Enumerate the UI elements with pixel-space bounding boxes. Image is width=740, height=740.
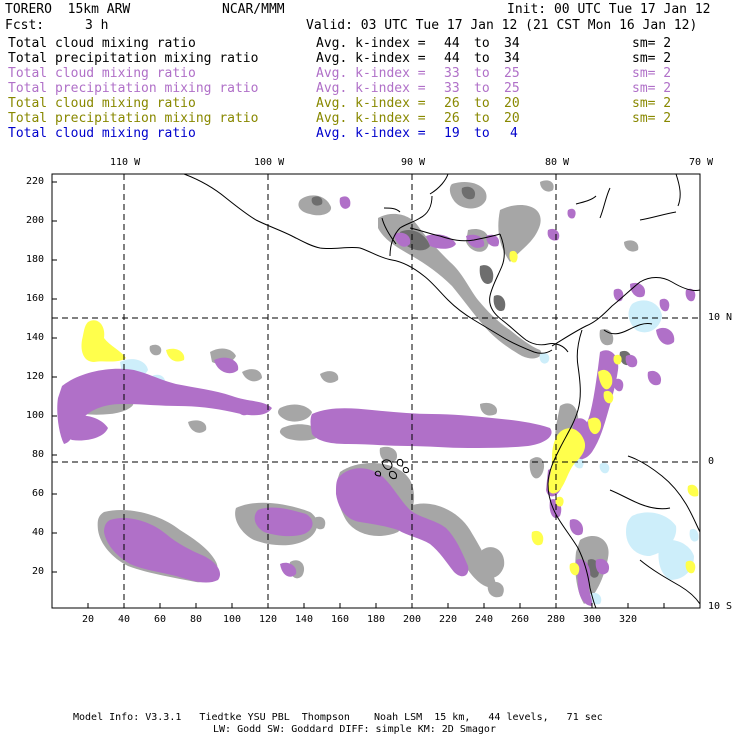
cloud-light-blue-areas [120, 300, 699, 605]
legend-index-label: Avg. k-index = [316, 126, 426, 141]
cloud-yellow-areas [81, 250, 699, 576]
x-tick-label: 300 [583, 614, 602, 625]
init-time: Init: 00 UTC Tue 17 Jan 12 [507, 2, 711, 17]
legend-k-from: 44 [444, 51, 460, 66]
legend-k-from: 26 [444, 111, 460, 126]
legend-smoothing: sm= 2 [632, 66, 672, 81]
legend-k-to: 20 [504, 96, 520, 111]
legend-to: to [474, 111, 490, 126]
y-tick-label: 120 [26, 371, 45, 382]
y-tick-label: 180 [26, 254, 45, 265]
legend-k-to: 25 [504, 66, 520, 81]
legend-to: to [474, 66, 490, 81]
x-tick-label: 100 [223, 614, 242, 625]
x-tick-label: 140 [295, 614, 314, 625]
x-tick-label: 60 [154, 614, 167, 625]
legend-smoothing: sm= 2 [632, 96, 672, 111]
y-tick-label: 20 [32, 566, 45, 577]
legend-to: to [474, 81, 490, 96]
legend-field: Total cloud mixing ratio [8, 66, 196, 81]
y-tick-label: 80 [32, 449, 45, 460]
y-tick-label: 160 [26, 293, 45, 304]
legend-index-label: Avg. k-index = [316, 51, 426, 66]
x-tick-label: 180 [367, 614, 386, 625]
x-tick-label: 40 [118, 614, 131, 625]
legend-smoothing: sm= 2 [632, 51, 672, 66]
legend-k-from: 33 [444, 66, 460, 81]
legend-smoothing: sm= 2 [632, 111, 672, 126]
y-tick-label: 60 [32, 488, 45, 499]
lat-label: 10 S [708, 601, 733, 612]
x-tick-label: 220 [439, 614, 458, 625]
valid-time: Valid: 03 UTC Tue 17 Jan 12 (21 CST Mon … [306, 18, 698, 33]
legend-to: to [474, 126, 490, 141]
physics-info-line: LW: Godd SW: Goddard DIFF: simple KM: 2D… [213, 724, 496, 735]
y-tick-label: 140 [26, 332, 45, 343]
cloud-purple-areas [57, 196, 696, 606]
lon-label: 80 W [545, 157, 570, 168]
legend-to: to [474, 96, 490, 111]
legend-k-from: 19 [444, 126, 460, 141]
x-tick-label: 200 [403, 614, 422, 625]
legend-field: Total cloud mixing ratio [8, 36, 196, 51]
legend-index-label: Avg. k-index = [316, 36, 426, 51]
legend-k-to: 25 [504, 81, 520, 96]
legend-k-to: 34 [504, 51, 520, 66]
lon-label: 90 W [401, 157, 426, 168]
legend-k-to: 4 [510, 126, 518, 141]
legend-field: Total precipitation mixing ratio [8, 51, 259, 66]
coastlines [183, 174, 700, 608]
legend-field: Total precipitation mixing ratio [8, 81, 259, 96]
legend-index-label: Avg. k-index = [316, 81, 426, 96]
legend-k-from: 26 [444, 96, 460, 111]
lon-label: 70 W [689, 157, 714, 168]
legend-k-to: 20 [504, 111, 520, 126]
lat-label: 10 N [708, 312, 733, 323]
x-tick-label: 20 [82, 614, 95, 625]
galapagos-islands [374, 459, 410, 479]
legend-field: Total cloud mixing ratio [8, 126, 196, 141]
x-tick-label: 240 [475, 614, 494, 625]
model-info-line: Model Info: V3.3.1 Tiedtke YSU PBL Thomp… [73, 712, 603, 723]
x-tick-label: 160 [331, 614, 350, 625]
legend-index-label: Avg. k-index = [316, 66, 426, 81]
legend-to: to [474, 51, 490, 66]
x-tick-label: 320 [619, 614, 638, 625]
legend-k-to: 34 [504, 36, 520, 51]
forecast-label: Fcst: [5, 18, 45, 33]
y-tick-label: 40 [32, 527, 45, 538]
model-name: TORERO 15km ARW [5, 2, 131, 17]
legend-field: Total precipitation mixing ratio [8, 111, 259, 126]
x-tick-label: 260 [511, 614, 530, 625]
lat-label: 0 [708, 456, 715, 467]
legend-k-from: 33 [444, 81, 460, 96]
y-tick-label: 200 [26, 215, 45, 226]
legend-index-label: Avg. k-index = [316, 96, 426, 111]
x-tick-label: 120 [259, 614, 278, 625]
institution: NCAR/MMM [222, 2, 285, 17]
lon-label: 100 W [254, 157, 285, 168]
lon-label: 110 W [110, 157, 141, 168]
lat-lon-grid [52, 174, 700, 608]
y-tick-label: 100 [26, 410, 45, 421]
legend-smoothing: sm= 2 [632, 81, 672, 96]
legend-to: to [474, 36, 490, 51]
y-tick-label: 220 [26, 176, 45, 187]
x-tick-label: 80 [190, 614, 203, 625]
legend-field: Total cloud mixing ratio [8, 96, 196, 111]
legend-index-label: Avg. k-index = [316, 111, 426, 126]
forecast-hours: 3 h [85, 18, 109, 33]
tick-marks [52, 181, 665, 608]
legend-smoothing: sm= 2 [632, 36, 672, 51]
legend-k-from: 44 [444, 36, 460, 51]
x-tick-label: 280 [547, 614, 566, 625]
